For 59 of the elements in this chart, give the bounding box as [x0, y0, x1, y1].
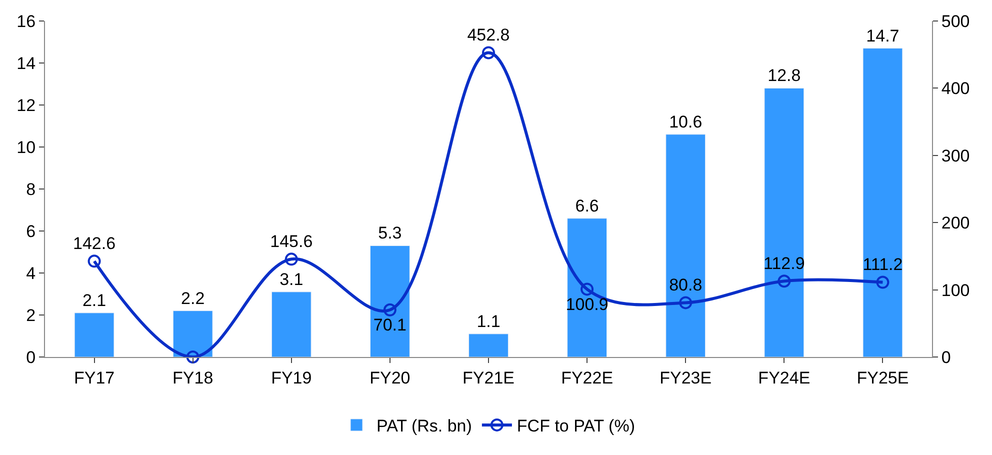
y2-tick-label: 200 — [941, 214, 970, 233]
y-tick-label: 0 — [26, 348, 36, 367]
data-label: 3.1 — [280, 270, 304, 289]
point — [186, 350, 200, 364]
data-label: 142.6 — [73, 234, 116, 254]
y-tick-label: 2 — [26, 306, 36, 325]
bar — [370, 245, 410, 357]
x-tick-label: FY17 — [74, 368, 115, 388]
point — [876, 276, 890, 289]
point — [778, 274, 791, 288]
legend-label: PAT (Rs. bn) — [376, 416, 472, 436]
data-label: 2.2 — [181, 288, 205, 308]
y-tick-label: 14 — [16, 54, 36, 73]
data-label: 80.8 — [669, 276, 702, 295]
y-tick-label: 6 — [26, 222, 36, 241]
bar — [666, 134, 706, 357]
data-label: 6.6 — [575, 196, 599, 216]
y2-tick-label: 300 — [941, 146, 970, 166]
bar — [74, 312, 114, 357]
data-label: 14.7 — [866, 26, 900, 46]
bar — [468, 334, 508, 357]
y2-tick-label: 400 — [941, 79, 970, 98]
legend-label: FCF to PAT (%) — [516, 416, 635, 436]
bar — [764, 88, 804, 357]
x-tick-label: FY19 — [271, 368, 312, 388]
x-tick-label: FY21E — [462, 368, 514, 388]
y2-tick-label: 500 — [941, 12, 970, 31]
x-tick-label: FY24E — [758, 368, 810, 388]
y-tick-label: 8 — [26, 180, 36, 199]
data-label: 1.1 — [476, 312, 500, 331]
y-tick-label: 16 — [16, 12, 36, 31]
y-tick-label: 12 — [16, 96, 36, 115]
x-tick-label: FY20 — [370, 368, 410, 388]
data-label: 452.8 — [467, 26, 510, 45]
bar — [271, 292, 312, 357]
bar — [567, 218, 608, 357]
data-label: 2.1 — [82, 290, 106, 310]
point — [482, 46, 495, 60]
point — [580, 282, 594, 296]
data-label: 70.1 — [373, 316, 406, 335]
point — [679, 296, 692, 310]
data-label: 5.3 — [378, 224, 402, 243]
y2-tick-label: 0 — [941, 348, 951, 367]
data-label: 111.2 — [862, 255, 903, 274]
y-tick-label: 10 — [16, 138, 36, 157]
y-tick-label: 4 — [26, 264, 36, 283]
x-tick-label: FY18 — [172, 368, 214, 388]
x-tick-label: FY23E — [660, 368, 712, 388]
data-label: 145.6 — [270, 232, 313, 252]
point — [284, 252, 298, 266]
data-label: 10.6 — [669, 112, 702, 132]
point — [383, 303, 396, 316]
point — [88, 254, 101, 268]
y2-tick-label: 100 — [941, 280, 970, 300]
x-tick-label: FY25E — [856, 368, 909, 388]
bar — [172, 310, 213, 357]
data-label: 12.8 — [768, 66, 801, 86]
x-tick-label: FY22E — [561, 368, 614, 388]
bar — [862, 48, 903, 357]
